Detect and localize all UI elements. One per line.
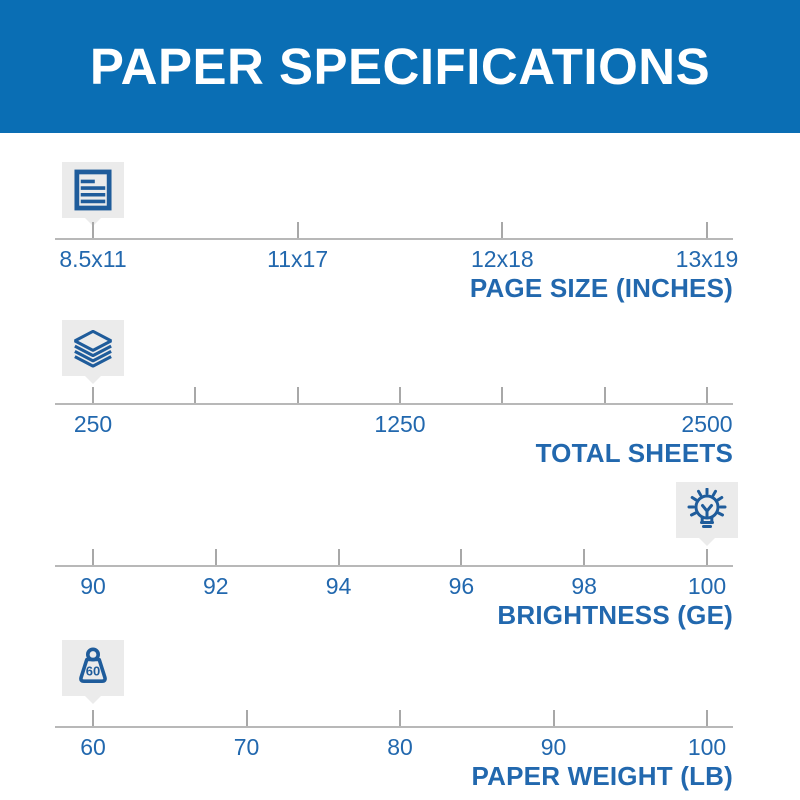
axis-line	[55, 726, 733, 728]
tick-label: 100	[687, 573, 727, 599]
tick-mark	[501, 222, 504, 238]
tick-mark	[92, 549, 94, 565]
tick-mark	[337, 549, 340, 565]
tick-mark	[552, 710, 555, 726]
tick-label: 1250	[374, 411, 426, 437]
marker-badge: 60	[62, 640, 124, 704]
tick-mark	[460, 549, 463, 565]
tick-label: 12x18	[470, 246, 534, 272]
tick-mark	[194, 387, 197, 403]
tick-mark	[706, 387, 708, 403]
axis-line	[55, 238, 733, 240]
tick-label: 92	[203, 573, 229, 599]
marker-pointer	[84, 375, 102, 384]
axis-line	[55, 565, 733, 567]
tick-mark	[603, 387, 606, 403]
tick-mark	[214, 549, 217, 565]
tick-mark	[245, 710, 248, 726]
header-banner: PAPER SPECIFICATIONS	[0, 0, 800, 133]
tick-label: 90	[540, 734, 567, 760]
marker-pointer	[84, 217, 102, 226]
tick-label: 11x17	[267, 246, 329, 272]
document-icon	[74, 169, 112, 211]
tick-mark	[92, 222, 94, 238]
tick-label: 94	[325, 573, 352, 599]
tick-mark	[706, 222, 708, 238]
tick-label: 70	[233, 734, 260, 760]
lightbulb-icon	[687, 488, 727, 528]
axis-title: PAGE SIZE (INCHES)	[469, 273, 733, 303]
tick-mark	[296, 387, 299, 403]
tick-mark	[92, 387, 94, 403]
axis-title: PAPER WEIGHT (LB)	[471, 761, 733, 791]
tick-label: 100	[687, 734, 727, 760]
tick-mark	[296, 222, 299, 238]
paper-stack-icon	[74, 329, 112, 368]
tick-mark	[399, 710, 401, 726]
weight-icon-label: 60	[86, 664, 100, 679]
axis-line	[55, 403, 733, 405]
weight-icon: 60	[79, 647, 107, 683]
marker-badge	[62, 320, 124, 384]
axis-title: BRIGHTNESS (GE)	[497, 600, 733, 630]
marker-badge	[676, 482, 738, 546]
tick-label: 8.5x11	[59, 246, 127, 272]
marker-pointer	[698, 537, 716, 546]
tick-mark	[399, 387, 401, 403]
tick-mark	[92, 710, 94, 726]
axis-title: TOTAL SHEETS	[535, 438, 733, 468]
tick-label: 13x19	[675, 246, 739, 272]
tick-mark	[501, 387, 504, 403]
marker-badge	[62, 162, 124, 226]
tick-label: 2500	[681, 411, 733, 437]
tick-mark	[583, 549, 586, 565]
tick-label: 80	[387, 734, 413, 760]
tick-label: 60	[80, 734, 106, 760]
tick-label: 98	[571, 573, 597, 599]
tick-label: 250	[73, 411, 113, 437]
tick-label: 96	[448, 573, 475, 599]
tick-label: 90	[80, 573, 106, 599]
tick-mark	[706, 549, 708, 565]
page-title: PAPER SPECIFICATIONS	[89, 38, 711, 95]
marker-pointer	[84, 695, 102, 704]
tick-mark	[706, 710, 708, 726]
